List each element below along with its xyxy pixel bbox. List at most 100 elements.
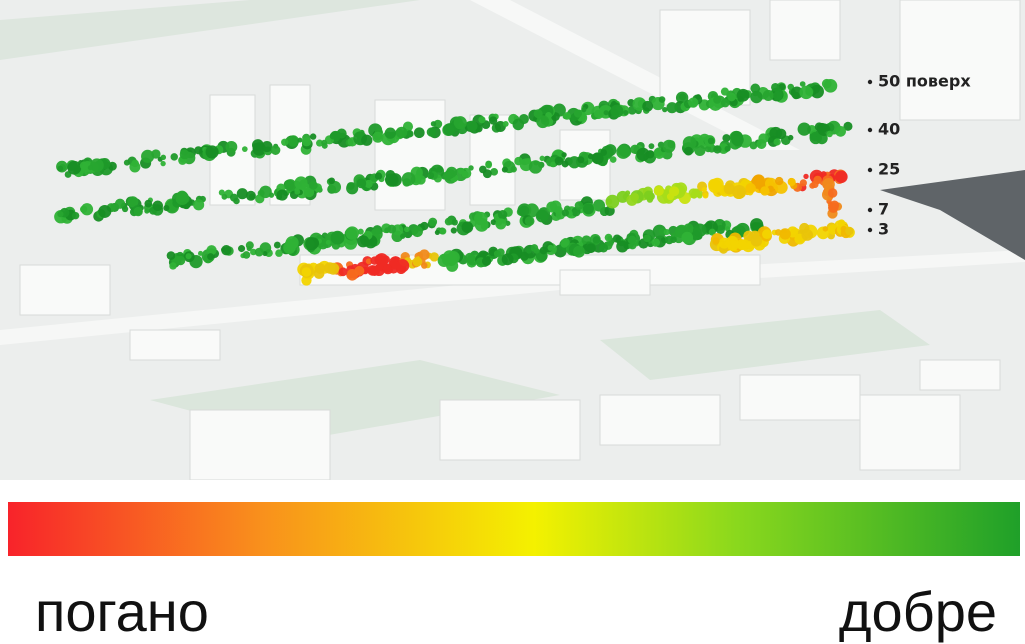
point (588, 154, 594, 160)
point (721, 88, 729, 96)
point (345, 226, 358, 239)
point (503, 121, 509, 127)
point (776, 129, 787, 140)
point (430, 252, 439, 261)
bullet (868, 208, 872, 212)
point (811, 181, 818, 188)
point (610, 105, 623, 118)
bullet (868, 128, 872, 132)
point (485, 162, 492, 169)
point (275, 249, 283, 257)
point (328, 177, 335, 184)
point (594, 110, 602, 118)
point (207, 253, 214, 260)
point (167, 251, 176, 260)
point (574, 109, 582, 117)
point (440, 228, 447, 235)
point (238, 245, 245, 252)
point (763, 90, 774, 101)
point (294, 176, 307, 189)
point (760, 186, 769, 195)
point (180, 149, 190, 159)
point (604, 110, 609, 115)
point (176, 191, 188, 203)
floor-label: 25 (878, 160, 900, 179)
point (540, 156, 545, 161)
point (625, 190, 630, 195)
point (489, 116, 497, 124)
point (131, 160, 139, 168)
point (169, 262, 176, 269)
point (562, 209, 569, 216)
point (800, 179, 807, 186)
point (337, 128, 347, 138)
point (451, 227, 457, 233)
point (462, 221, 474, 233)
point (324, 262, 335, 273)
point (452, 219, 458, 225)
point (427, 172, 434, 179)
point (628, 236, 637, 245)
point (221, 194, 227, 200)
point (605, 234, 613, 242)
legend-low: погано (35, 580, 209, 644)
point (252, 139, 264, 151)
point (396, 259, 409, 272)
point (206, 145, 219, 158)
point (294, 189, 300, 195)
point (750, 142, 758, 150)
point (321, 140, 327, 146)
point (514, 157, 523, 166)
point (124, 160, 130, 166)
point (361, 135, 372, 146)
point (679, 93, 686, 100)
point (305, 237, 318, 250)
point (774, 138, 781, 145)
point (160, 161, 165, 166)
point (396, 127, 407, 138)
point (654, 186, 664, 196)
point (623, 110, 628, 115)
point (525, 216, 535, 226)
point (751, 235, 763, 247)
point (737, 188, 745, 196)
point (98, 205, 111, 218)
point (775, 177, 783, 185)
point (495, 218, 506, 229)
point (255, 248, 264, 257)
point (67, 161, 81, 175)
point (375, 172, 382, 179)
point (835, 126, 846, 137)
point (467, 254, 475, 262)
point (727, 93, 736, 102)
point (826, 131, 833, 138)
point (356, 178, 366, 188)
point (688, 97, 698, 107)
point (702, 187, 707, 192)
point (284, 179, 296, 191)
point (144, 208, 149, 213)
point (133, 207, 142, 216)
point (659, 96, 666, 103)
point (706, 222, 712, 228)
point (536, 210, 549, 223)
point (297, 138, 302, 143)
point (454, 116, 467, 129)
point (823, 226, 829, 232)
point (798, 122, 811, 135)
point (482, 257, 491, 266)
point (681, 232, 693, 244)
point (593, 236, 601, 244)
point (474, 212, 487, 225)
point (277, 189, 288, 200)
point (122, 206, 128, 212)
point (428, 218, 437, 227)
point (225, 141, 237, 153)
point (519, 114, 529, 124)
point (281, 139, 288, 146)
point (310, 133, 316, 139)
point (435, 230, 440, 235)
point (404, 227, 410, 233)
point (830, 201, 839, 210)
point (347, 182, 355, 190)
